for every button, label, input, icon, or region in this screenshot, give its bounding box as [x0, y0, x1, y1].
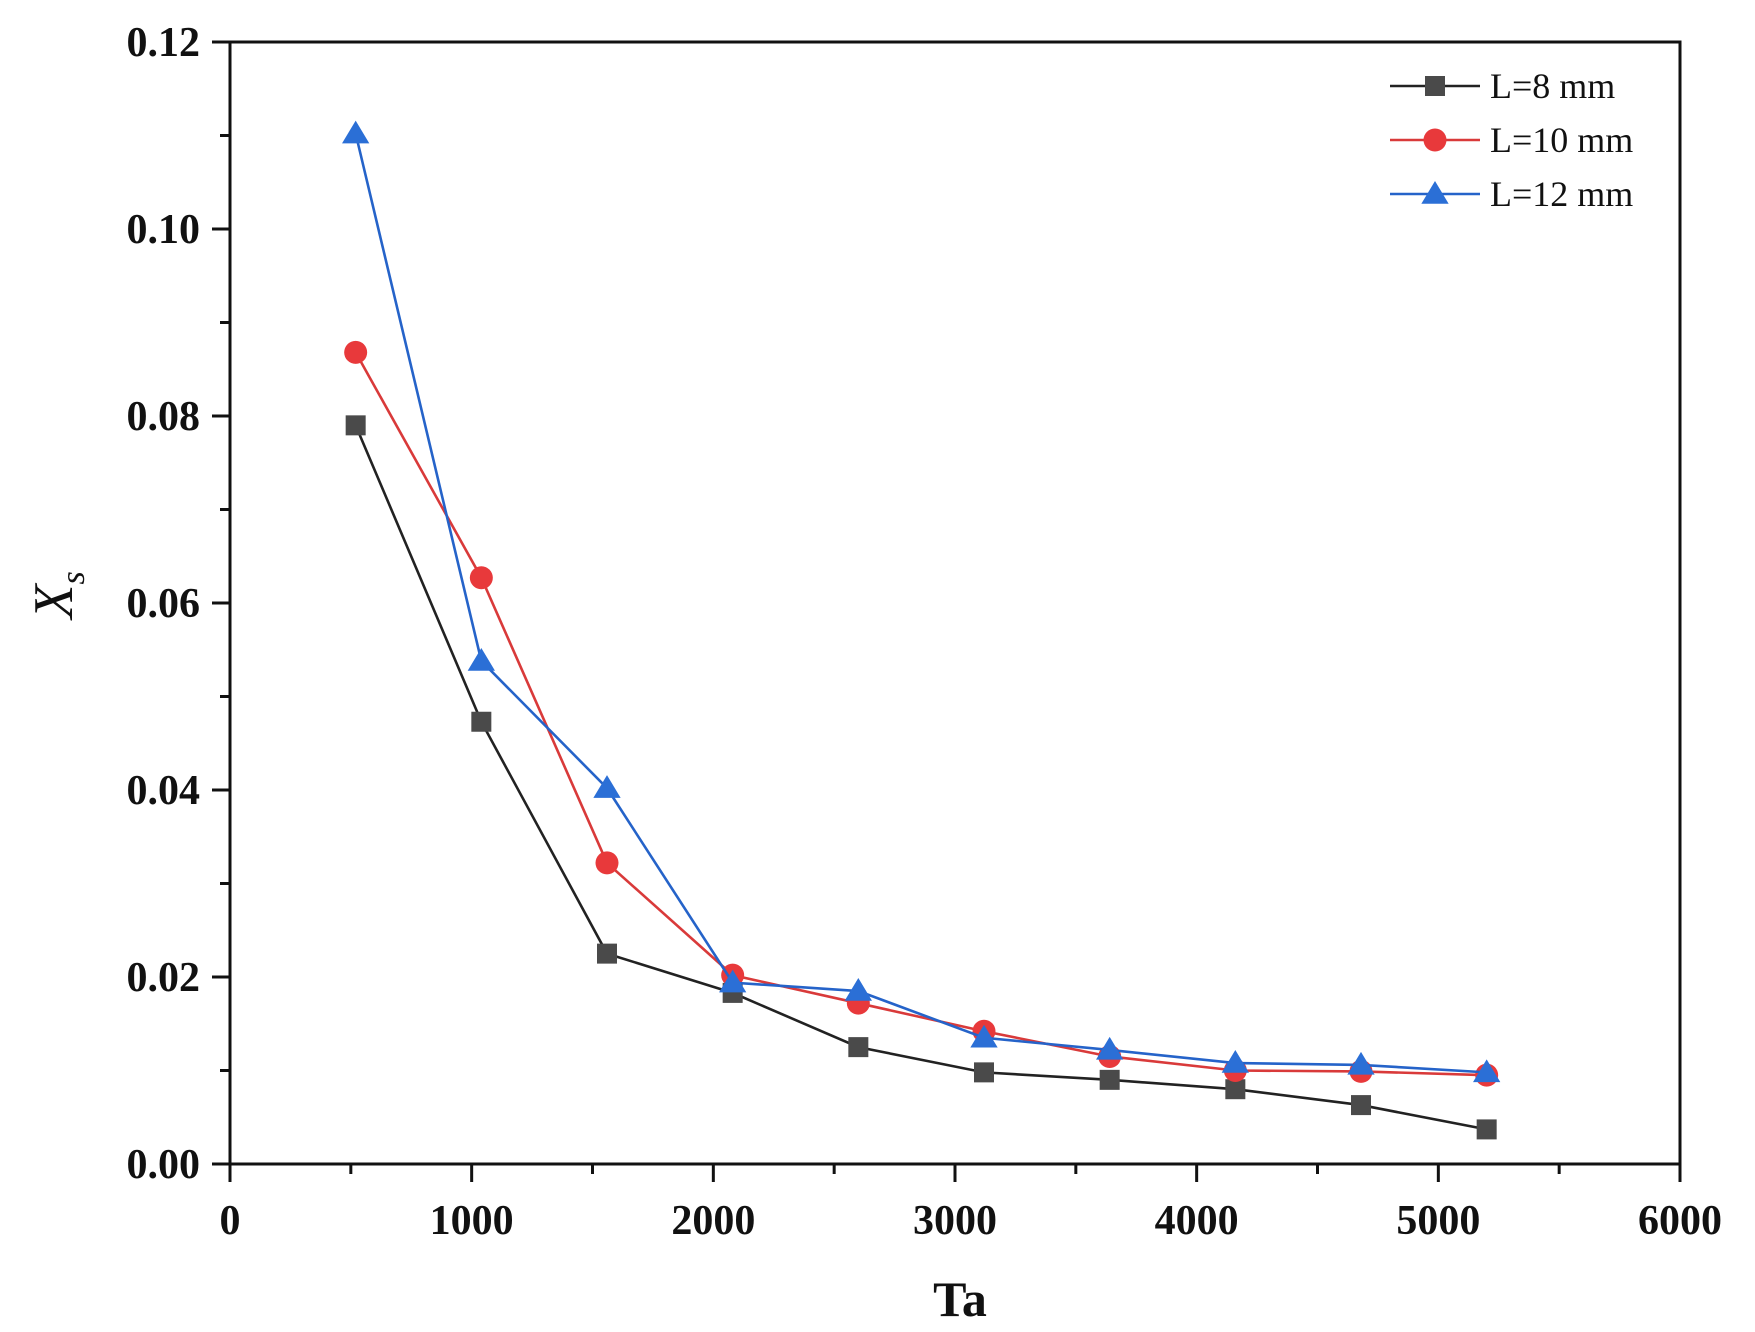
plot-border	[228, 40, 1682, 1166]
x-axis-title: Ta	[933, 1271, 987, 1327]
x-axis-ticks: 0 1000 2000 3000 4000 5000 6000	[220, 1164, 1722, 1244]
legend-marker	[1421, 181, 1449, 204]
x-tick-label: 5000	[1396, 1198, 1480, 1244]
legend-item: L=10 mm	[1390, 120, 1633, 160]
data-point	[342, 120, 370, 144]
y-tick-label: 0.10	[127, 207, 201, 253]
data-point	[1099, 1069, 1120, 1090]
series-2	[344, 340, 1499, 1087]
y-tick-label: 0.00	[127, 1142, 201, 1188]
y-tick-label: 0.12	[127, 20, 201, 66]
legend-item: L=8 mm	[1390, 66, 1615, 106]
y-axis-ticks: 0.00 0.02 0.04 0.06 0.08 0.10 0.12	[127, 20, 230, 1188]
data-point	[1473, 1059, 1501, 1083]
data-point	[467, 647, 495, 671]
data-point	[471, 711, 492, 732]
legend-label: L=8 mm	[1490, 66, 1615, 106]
y-axis-title-main: X	[23, 582, 85, 621]
data-point	[1351, 1095, 1371, 1116]
series-layer	[342, 120, 1501, 1140]
y-axis-title-subscript: s	[55, 571, 92, 584]
y-tick-label: 0.08	[127, 394, 201, 440]
x-tick-label: 2000	[671, 1198, 755, 1244]
legend-marker	[1423, 128, 1447, 152]
data-point	[1096, 1036, 1124, 1060]
legend-label: L=10 mm	[1490, 120, 1633, 160]
y-tick-label: 0.04	[127, 768, 201, 814]
y-tick-label: 0.06	[127, 581, 201, 627]
data-point	[1476, 1119, 1497, 1140]
series-3	[342, 120, 1501, 1083]
data-point	[345, 415, 366, 436]
data-point	[1221, 1050, 1249, 1073]
plot-frame	[228, 40, 1682, 1166]
data-point	[848, 1037, 869, 1058]
series-line	[354, 351, 1487, 1077]
x-tick-label: 1000	[430, 1198, 514, 1244]
data-point	[974, 1062, 994, 1083]
data-point	[469, 566, 493, 590]
y-tick-label: 0.02	[127, 955, 201, 1001]
data-point	[970, 1024, 998, 1048]
legend: L=8 mm L=10 mm L=12 mm	[1390, 66, 1633, 214]
series-line	[354, 424, 1487, 1131]
data-point	[593, 775, 621, 798]
x-tick-label: 3000	[913, 1198, 997, 1244]
data-point	[844, 978, 872, 1001]
legend-item: L=12 mm	[1390, 174, 1633, 214]
legend-marker	[1425, 76, 1445, 96]
x-tick-label: 6000	[1638, 1198, 1722, 1244]
series-1	[345, 415, 1497, 1140]
data-point	[595, 851, 619, 875]
data-point	[1225, 1079, 1246, 1100]
data-point	[597, 943, 617, 964]
legend-label: L=12 mm	[1490, 174, 1633, 214]
y-axis-title: Xs	[23, 571, 92, 620]
data-point	[344, 340, 368, 364]
x-tick-label: 4000	[1155, 1198, 1239, 1244]
x-tick-label: 0	[220, 1198, 241, 1244]
data-point	[719, 969, 747, 993]
data-point	[1347, 1051, 1375, 1075]
series-line	[354, 133, 1487, 1074]
